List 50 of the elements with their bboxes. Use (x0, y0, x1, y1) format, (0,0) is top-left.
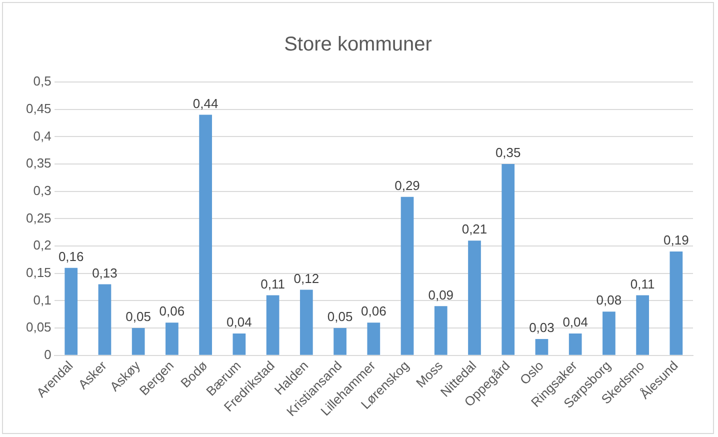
bar (232, 334, 246, 355)
bar (670, 252, 683, 355)
bar (568, 334, 582, 355)
bar (468, 240, 481, 355)
data-label: 0,12 (294, 270, 320, 286)
bar (132, 328, 145, 355)
y-tick-label: 0,45 (26, 100, 52, 116)
data-label: 0,11 (260, 276, 285, 292)
y-tick-label: 0,15 (26, 264, 52, 280)
data-label: 0,21 (462, 222, 488, 237)
bar (535, 338, 548, 355)
bar (636, 295, 650, 355)
y-tick-label: 0 (44, 346, 52, 362)
data-label: 0,16 (58, 248, 84, 264)
y-tick-label: 0,4 (33, 128, 52, 144)
y-tick-label: 0,5 (33, 74, 52, 89)
y-tick-label: 0,2 (33, 238, 52, 253)
data-label: 0,29 (394, 178, 420, 193)
data-label: 0,03 (529, 320, 554, 336)
y-tick-label: 0,35 (26, 156, 52, 171)
data-label: 0,06 (159, 304, 185, 319)
data-label: 0,08 (596, 292, 622, 308)
data-label: 0,04 (562, 314, 588, 330)
y-tick-label: 0,05 (26, 320, 52, 335)
data-label: 0,05 (327, 309, 353, 324)
data-label: 0,05 (126, 309, 151, 324)
chart-title: Store kommuner (284, 34, 432, 56)
bar (400, 196, 414, 355)
bar (166, 322, 178, 355)
data-label: 0,35 (495, 145, 521, 160)
data-label: 0,09 (428, 287, 454, 302)
bar (300, 290, 313, 355)
bar (367, 322, 380, 355)
data-label: 0,44 (192, 96, 218, 111)
bar (266, 295, 280, 355)
data-label: 0,13 (92, 265, 118, 280)
bar (502, 164, 515, 355)
y-tick-label: 0,25 (26, 210, 52, 226)
bar (98, 284, 112, 355)
data-label: 0,04 (226, 314, 252, 330)
data-label: 0,11 (630, 276, 655, 292)
bar (199, 114, 212, 355)
data-label: 0,19 (664, 232, 689, 248)
y-tick-label: 0,3 (33, 182, 52, 198)
bar (334, 328, 346, 355)
y-tick-label: 0,1 (33, 292, 52, 308)
bar (434, 306, 448, 355)
bar (64, 268, 78, 355)
bar (602, 312, 616, 355)
data-label: 0,06 (360, 304, 386, 319)
